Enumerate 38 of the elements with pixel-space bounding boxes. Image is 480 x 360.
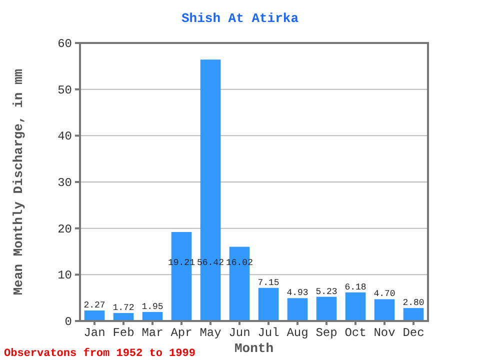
x-tick-label: Nov: [374, 326, 396, 340]
bar: [258, 288, 279, 321]
x-tick-label: Jul: [258, 326, 280, 340]
x-tick-label: Feb: [112, 326, 134, 340]
x-tick-label: Apr: [170, 326, 192, 340]
data-label: 2.80: [402, 298, 424, 308]
x-axis-title: Month: [234, 341, 274, 356]
data-label: 7.15: [258, 278, 280, 288]
data-label: 5.23: [316, 286, 338, 297]
x-tick-label: Sep: [316, 326, 338, 340]
data-label: 4.70: [374, 289, 396, 300]
y-tick-label: 20: [58, 222, 72, 236]
data-label: 4.93: [286, 288, 308, 298]
y-tick-label: 50: [58, 83, 72, 98]
x-tick-label: Mar: [142, 326, 164, 340]
y-tick-label: 0: [64, 315, 72, 329]
x-tick-label: Jan: [84, 326, 106, 340]
bar: [403, 308, 424, 321]
data-label: 6.18: [344, 282, 366, 292]
y-axis-title: Mean Monthly Discharge, in mm: [11, 68, 26, 296]
x-tick-label: Dec: [402, 326, 424, 340]
text: Observatons from 1952 to 1999: [4, 347, 196, 360]
x-tick-label: Aug: [286, 326, 308, 340]
x-tick-label: Jun: [228, 326, 250, 340]
y-tick-label: 40: [58, 130, 72, 144]
y-tick-label: 60: [58, 37, 72, 51]
x-tick-label: Oct: [344, 326, 366, 340]
data-label: 2.27: [84, 300, 106, 310]
bar: [287, 298, 308, 321]
bar: [316, 296, 337, 321]
y-tick-label: 10: [58, 268, 72, 283]
data-label: 1.95: [142, 302, 164, 312]
bar: [374, 299, 395, 321]
y-tick-label: 30: [58, 176, 72, 190]
chart-title: Shish At Atirka: [181, 11, 299, 26]
bar: [345, 292, 366, 321]
x-tick-label: May: [200, 326, 222, 340]
data-label: 1.72: [112, 303, 134, 314]
